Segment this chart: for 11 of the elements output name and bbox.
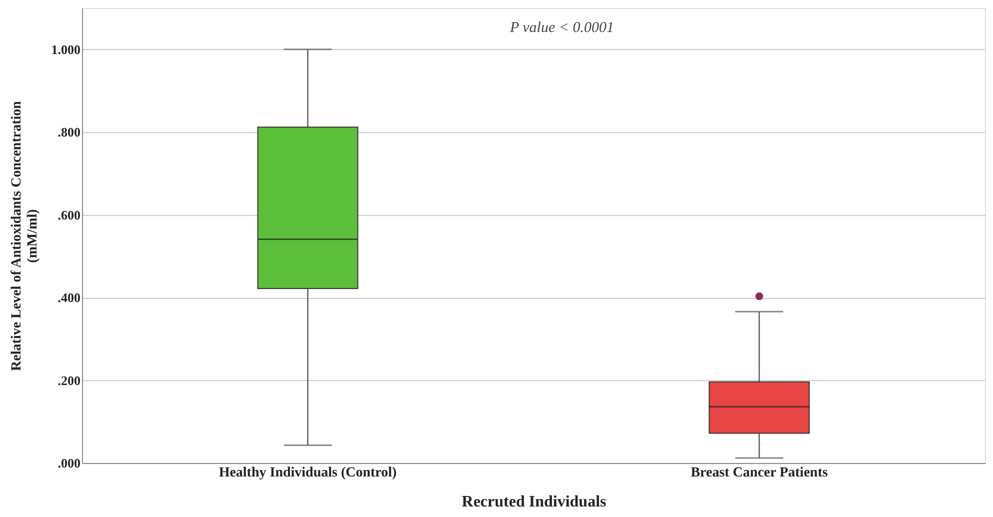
x-tick-label: Healthy Individuals (Control) xyxy=(218,466,398,480)
y-tick-label: .200 xyxy=(58,372,80,388)
x-tick-label: Breast Cancer Patients xyxy=(690,466,828,480)
y-tick-label: 1.000 xyxy=(51,42,80,57)
y-tick-label: .800 xyxy=(58,124,80,140)
x-axis-title: Recruted Individuals xyxy=(462,494,606,510)
annotation: P value < 0.0001 xyxy=(509,20,614,36)
y-tick-label: .400 xyxy=(58,290,80,306)
y-axis-title: Relative Level of Antioxidants Concentration (mM/ml) xyxy=(9,100,40,371)
y-tick-label: .600 xyxy=(58,207,80,222)
y-tick-label: .000 xyxy=(58,456,80,470)
